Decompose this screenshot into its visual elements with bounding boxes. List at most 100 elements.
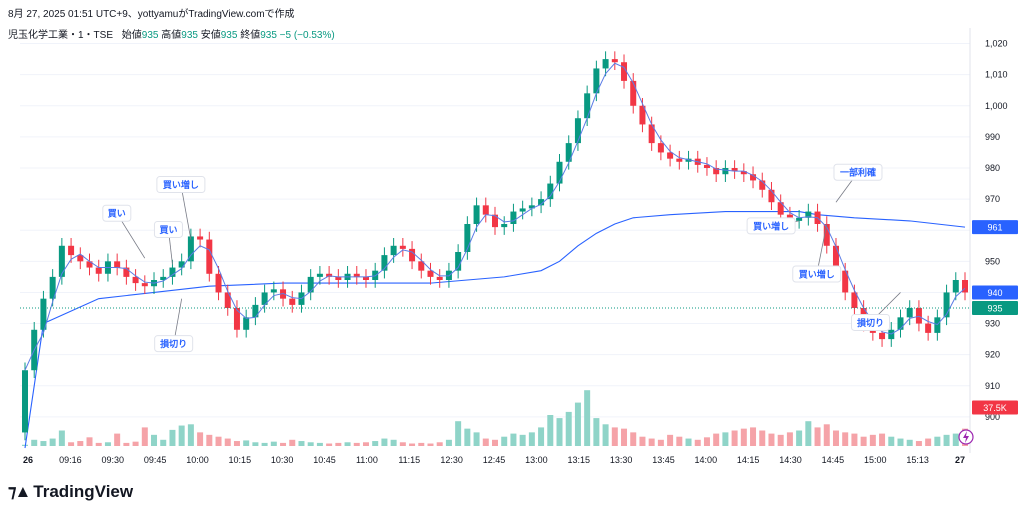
- volume-bar: [390, 439, 397, 446]
- candle-body: [353, 273, 360, 277]
- x-tick-label: 14:00: [695, 455, 718, 465]
- volume-bar: [464, 428, 471, 446]
- annotation-label: 買い: [159, 225, 177, 236]
- symbol-name: 児玉化学工業・1・TSE: [8, 30, 114, 41]
- candle-body: [915, 308, 922, 324]
- vwap-line: [24, 211, 966, 449]
- lightning-icon: [958, 429, 974, 445]
- x-tick-label: 13:15: [567, 455, 590, 465]
- volume-bar: [455, 421, 462, 446]
- volume-bar: [584, 390, 591, 446]
- annotation-label: 買い増し: [753, 220, 789, 232]
- volume-bar: [68, 442, 75, 446]
- candle-body: [925, 323, 932, 333]
- volume-bar: [611, 427, 618, 446]
- candle-body: [95, 267, 102, 274]
- y-tick-label: 920: [985, 350, 1000, 360]
- volume-bar: [381, 438, 388, 446]
- volume-bar: [538, 427, 545, 446]
- candle-body: [713, 168, 720, 175]
- volume-bar: [814, 427, 821, 446]
- volume-bar: [657, 439, 664, 446]
- x-tick-label: 13:45: [652, 455, 675, 465]
- volume-bar: [796, 430, 803, 446]
- y-tick-label: 1,000: [985, 101, 1008, 111]
- candle-body: [289, 298, 296, 305]
- volume-bar: [832, 430, 839, 446]
- volume-bar: [482, 438, 489, 446]
- x-tick-label: 15:00: [864, 455, 887, 465]
- candle-body: [381, 255, 388, 271]
- volume-bar: [252, 442, 259, 446]
- x-tick-label: 13:00: [525, 455, 548, 465]
- symbol-legend: 児玉化学工業・1・TSE 始値935 高値935 安値935 終値935 −5 …: [8, 26, 335, 41]
- candle-body: [906, 308, 913, 318]
- volume-bar: [178, 425, 185, 446]
- volume-bar: [243, 440, 250, 446]
- volume-bar: [151, 434, 158, 446]
- price-chart[interactable]: 1,0201,0101,0009909809709609509409309209…: [0, 0, 1024, 478]
- close-value: 935: [260, 30, 277, 41]
- volume-bar: [519, 434, 526, 446]
- annotation-box: [154, 335, 194, 353]
- chart-timestamp: 8月 27, 2025 01:51 UTC+9、yottyamuがTrading…: [8, 9, 295, 20]
- candle-body: [501, 224, 508, 228]
- volume-bar: [786, 432, 793, 446]
- price-badge-label: 961: [987, 223, 1002, 233]
- volume-bar: [823, 424, 830, 446]
- candle-body: [123, 267, 130, 277]
- open-label: 始値: [121, 30, 142, 41]
- candle-body: [685, 158, 692, 162]
- candle-body: [215, 273, 222, 293]
- open-value: 935: [141, 30, 159, 41]
- volume-bar: [750, 427, 757, 446]
- y-tick-label: 990: [985, 132, 1000, 142]
- volume-bar: [197, 432, 204, 446]
- y-tick-label: 910: [985, 381, 1000, 391]
- volume-bar: [132, 441, 139, 446]
- y-tick-label: 930: [985, 319, 1000, 329]
- candle-body: [547, 183, 554, 200]
- price-badge: [972, 285, 1018, 300]
- volume-bar: [777, 434, 784, 446]
- volume-bar: [215, 436, 222, 446]
- candle-body: [621, 62, 628, 81]
- volume-bar: [602, 424, 609, 446]
- candle-body: [22, 370, 28, 433]
- candle-body: [574, 118, 581, 144]
- candle-body: [722, 168, 729, 175]
- candle-body: [455, 252, 462, 271]
- annotation-label: 買い増し: [799, 269, 835, 281]
- volume-bar: [501, 436, 508, 446]
- annotation-label: 買い: [108, 209, 126, 220]
- annotation-label: 一部利確: [840, 167, 876, 179]
- volume-bar: [731, 430, 738, 446]
- candle-body: [160, 276, 167, 280]
- candle-body: [740, 171, 747, 175]
- candle-body: [750, 174, 757, 181]
- x-tick-label: 09:16: [59, 455, 82, 465]
- volume-bar: [915, 441, 922, 446]
- volume-bar: [510, 433, 517, 446]
- candle-body: [243, 317, 250, 330]
- volume-bar: [888, 436, 895, 446]
- volume-bar: [104, 442, 111, 446]
- volume-bar: [326, 443, 333, 446]
- volume-bar: [952, 433, 959, 446]
- volume-bar: [335, 442, 342, 446]
- candle-body: [593, 68, 600, 94]
- y-tick-label: 950: [985, 256, 1000, 266]
- price-badge-label: 37.5K: [983, 403, 1007, 413]
- volume-bar: [565, 411, 572, 446]
- volume-bar: [713, 433, 720, 446]
- candle-body: [427, 270, 434, 277]
- x-tick-label: 14:15: [737, 455, 760, 465]
- candle-body: [473, 205, 480, 224]
- volume-bar: [667, 434, 674, 446]
- x-tick-label: 14:30: [779, 455, 802, 465]
- volume-bar: [547, 415, 554, 446]
- x-tick-label: 12:30: [440, 455, 463, 465]
- low-value: 935: [220, 30, 238, 41]
- candle-body: [307, 276, 314, 293]
- volume-bar: [528, 432, 535, 446]
